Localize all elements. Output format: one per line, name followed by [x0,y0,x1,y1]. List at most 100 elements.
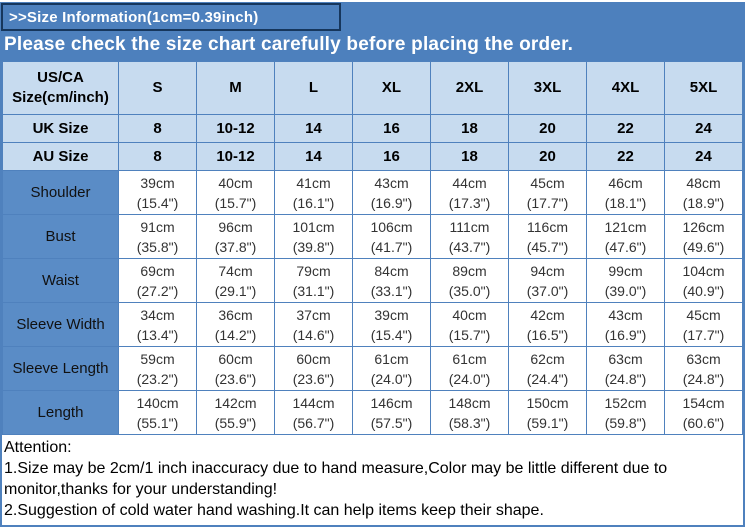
value-inch: (39.0") [604,282,647,299]
measurement-value-cell: 146cm (57.5") [352,390,431,435]
value-cm: 99cm [608,262,643,279]
value-cm: 96cm [218,218,253,235]
value-cm: 43cm [608,306,643,323]
size-value-cell: 16 [352,142,431,171]
size-value-cell: 10-12 [196,142,275,171]
row-label: Sleeve Width [2,302,119,347]
measurement-value-cell: 60cm (23.6") [196,346,275,391]
value-inch: (58.3") [448,414,491,431]
value-inch: (15.7") [214,194,257,211]
size-value-cell: 24 [664,114,743,143]
value-inch: (15.4") [136,194,179,211]
measurement-value-cell: 69cm (27.2") [118,258,197,303]
value-inch: (16.1") [292,194,335,211]
measurement-value-cell: 43cm (16.9") [586,302,665,347]
value-cm: 146cm [370,394,413,411]
measurement-value-cell: 94cm (37.0") [508,258,587,303]
measurement-value-cell: 111cm (43.7") [430,214,509,259]
value-inch: (55.1") [136,414,179,431]
attention-note-1: 1.Size may be 2cm/1 inch inaccuracy due … [4,460,668,498]
size-info-banner: >>Size Information(1cm=0.39inch) Please … [0,2,745,61]
row-label: Sleeve Length [2,346,119,391]
row-label: Shoulder [2,170,119,215]
measurement-value-cell: 40cm (15.7") [196,170,275,215]
value-inch: (23.6") [214,370,257,387]
attention-heading: Attention: [4,439,72,456]
size-row-au-size: AU Size 8 10-12 14 16 18 20 22 24 [2,142,743,171]
corner-label-line1: US/CA [37,68,84,86]
value-inch: (18.1") [604,194,647,211]
size-value-cell: 14 [274,114,353,143]
value-cm: 59cm [140,350,175,367]
size-chart-sheet: US/CA Size(cm/inch) S M L XL 2XL 3XL 4XL 5XL UK Si… [0,61,745,527]
measurement-value-cell: 42cm (16.5") [508,302,587,347]
value-cm: 60cm [296,350,331,367]
value-cm: 89cm [452,262,487,279]
value-cm: 40cm [218,174,253,191]
value-cm: 144cm [292,394,335,411]
size-value-cell: 16 [352,114,431,143]
value-inch: (35.8") [136,238,179,255]
measurement-value-cell: 140cm (55.1") [118,390,197,435]
value-inch: (16.9") [370,194,413,211]
measurement-value-cell: 116cm (45.7") [508,214,587,259]
size-chart-warning: Please check the size chart carefully be… [4,34,574,55]
value-cm: 126cm [682,218,725,235]
value-inch: (16.5") [526,326,569,343]
row-label: Bust [2,214,119,259]
value-inch: (33.1") [370,282,413,299]
value-inch: (37.0") [526,282,569,299]
value-cm: 39cm [140,174,175,191]
size-chart-table: US/CA Size(cm/inch) S M L XL 2XL 3XL 4XL 5XL UK Si… [2,61,743,435]
value-cm: 94cm [530,262,565,279]
value-cm: 116cm [527,218,568,235]
attention-note-2: 2.Suggestion of cold water hand washing.… [4,502,544,519]
value-cm: 74cm [218,262,253,279]
value-cm: 41cm [296,174,331,191]
column-header-xl: XL [352,61,431,115]
value-inch: (17.3") [448,194,491,211]
value-inch: (16.9") [604,326,647,343]
size-value-cell: 8 [118,142,197,171]
value-cm: 61cm [452,350,487,367]
measurement-value-cell: 61cm (24.0") [430,346,509,391]
value-cm: 42cm [530,306,565,323]
value-cm: 34cm [140,306,175,323]
value-cm: 154cm [682,394,725,411]
measurement-value-cell: 45cm (17.7") [664,302,743,347]
value-cm: 111cm [449,218,490,235]
measurement-row-sleeve-length: Sleeve Length 59cm (23.2") 60cm (23.6") 60cm (… [2,346,743,391]
value-inch: (27.2") [136,282,179,299]
measurement-value-cell: 63cm (24.8") [664,346,743,391]
measurement-value-cell: 60cm (23.6") [274,346,353,391]
value-inch: (29.1") [214,282,257,299]
value-inch: (55.9") [214,414,257,431]
value-inch: (14.2") [214,326,257,343]
measurement-value-cell: 41cm (16.1") [274,170,353,215]
value-cm: 44cm [452,174,487,191]
measurement-row-sleeve-width: Sleeve Width 34cm (13.4") 36cm (14.2") 37cm (1… [2,302,743,347]
measurement-value-cell: 40cm (15.7") [430,302,509,347]
measurement-value-cell: 89cm (35.0") [430,258,509,303]
value-cm: 140cm [136,394,179,411]
row-label: AU Size [2,142,119,171]
value-cm: 106cm [370,218,413,235]
measurement-value-cell: 96cm (37.8") [196,214,275,259]
row-label: Waist [2,258,119,303]
column-header-m: M [196,61,275,115]
size-value-cell: 14 [274,142,353,171]
measurement-value-cell: 74cm (29.1") [196,258,275,303]
measurement-value-cell: 39cm (15.4") [118,170,197,215]
value-inch: (41.7") [370,238,413,255]
measurement-value-cell: 142cm (55.9") [196,390,275,435]
column-header-3xl: 3XL [508,61,587,115]
value-inch: (23.6") [292,370,335,387]
value-inch: (15.7") [448,326,491,343]
value-inch: (24.8") [682,370,725,387]
value-cm: 39cm [374,306,409,323]
value-inch: (39.8") [292,238,335,255]
measurement-row-shoulder: Shoulder 39cm (15.4") 40cm (15.7") 41cm (16.1"… [2,170,743,215]
measurement-value-cell: 126cm (49.6") [664,214,743,259]
value-cm: 46cm [608,174,643,191]
